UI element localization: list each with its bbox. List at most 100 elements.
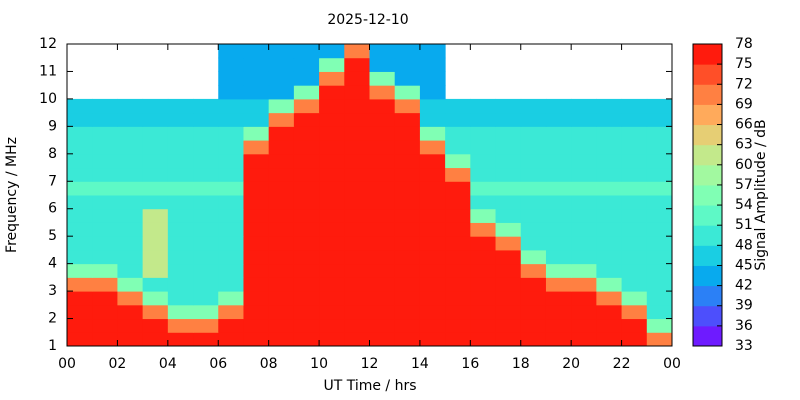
heatmap-cell — [142, 291, 169, 306]
heatmap-cell — [445, 167, 471, 182]
heatmap-cell — [596, 277, 623, 292]
heatmap-cell — [319, 222, 345, 237]
heatmap-cell — [545, 277, 572, 292]
heatmap-cell — [319, 318, 345, 333]
heatmap-cell — [495, 208, 522, 223]
heatmap-cell — [293, 332, 320, 347]
heatmap-cell — [218, 44, 244, 59]
x-tick-label: 16 — [461, 356, 479, 372]
heatmap-cell — [369, 167, 396, 182]
heatmap-cell — [142, 277, 169, 292]
heatmap-cell — [193, 98, 219, 114]
heatmap-cell — [193, 332, 219, 347]
heatmap-cell — [92, 277, 118, 292]
heatmap-cell — [621, 236, 648, 251]
heatmap-cell — [193, 236, 219, 251]
heatmap-cell — [218, 249, 244, 265]
heatmap-cell — [419, 57, 446, 72]
heatmap-cell — [520, 153, 547, 169]
heatmap-cell — [571, 112, 597, 127]
heatmap-cell — [193, 167, 219, 182]
heatmap-cell — [268, 236, 295, 251]
heatmap-cell — [268, 57, 295, 72]
heatmap-cell — [394, 167, 421, 182]
heatmap-cell — [621, 249, 648, 265]
heatmap-cell — [142, 332, 169, 347]
heatmap-cell — [445, 236, 471, 251]
heatmap-cell — [293, 57, 320, 72]
heatmap-cell — [596, 195, 623, 210]
heatmap-cell — [293, 71, 320, 86]
heatmap-cell — [218, 85, 244, 100]
heatmap-cell — [571, 291, 597, 306]
heatmap-cell — [67, 236, 93, 251]
heatmap-cell — [218, 140, 244, 155]
heatmap-cell — [495, 140, 522, 155]
heatmap-cell — [470, 222, 497, 237]
heatmap-cell — [92, 140, 118, 155]
heatmap-cell — [445, 195, 471, 210]
heatmap-cell — [419, 304, 446, 320]
heatmap-cell — [470, 249, 497, 265]
heatmap-cell — [344, 318, 370, 333]
heatmap-cell — [369, 249, 396, 265]
heatmap-cell — [218, 98, 244, 114]
heatmap-cell — [319, 236, 345, 251]
heatmap-cell — [319, 98, 345, 114]
heatmap-cell — [243, 140, 270, 155]
heatmap-cell — [117, 332, 144, 347]
heatmap-cell — [545, 304, 572, 320]
heatmap-cell — [621, 167, 648, 182]
heatmap-cell — [596, 332, 623, 347]
heatmap-cell — [167, 277, 194, 292]
colorbar-swatch — [693, 285, 722, 307]
x-tick-label: 12 — [361, 356, 379, 372]
heatmap-cell — [646, 195, 673, 210]
x-tick-label: 18 — [512, 356, 530, 372]
heatmap-cell — [545, 126, 572, 141]
heatmap-cell — [419, 98, 446, 114]
heatmap-cell — [67, 277, 93, 292]
heatmap-cell — [520, 98, 547, 114]
heatmap-cell — [621, 291, 648, 306]
heatmap-cell — [167, 208, 194, 223]
heatmap-cell — [419, 126, 446, 141]
heatmap-cell — [596, 236, 623, 251]
heatmap-cell — [193, 291, 219, 306]
heatmap-cell — [167, 195, 194, 210]
heatmap-cell — [167, 126, 194, 141]
heatmap-cell — [92, 167, 118, 182]
heatmap-cell — [319, 44, 345, 59]
heatmap-cell — [495, 112, 522, 127]
y-tick-label: 9 — [48, 118, 57, 134]
heatmap-cell — [470, 181, 497, 196]
heatmap-cell — [470, 140, 497, 155]
heatmap-cell — [92, 112, 118, 127]
heatmap-cell — [596, 263, 623, 278]
heatmap-cell — [293, 85, 320, 100]
heatmap-cell — [319, 277, 345, 292]
heatmap-cell — [92, 291, 118, 306]
heatmap-cell — [520, 167, 547, 182]
heatmap-cell — [419, 236, 446, 251]
heatmap-cell — [419, 153, 446, 169]
heatmap-cell — [67, 208, 93, 223]
heatmap-cell — [571, 277, 597, 292]
heatmap-cell — [193, 153, 219, 169]
heatmap-cell — [495, 98, 522, 114]
heatmap-cell — [495, 222, 522, 237]
heatmap-cell — [319, 57, 345, 72]
heatmap-cell — [67, 181, 93, 196]
heatmap-cell — [344, 181, 370, 196]
heatmap-cell — [394, 263, 421, 278]
heatmap-cell — [520, 208, 547, 223]
heatmap-cell — [344, 222, 370, 237]
colorbar-swatch — [693, 184, 722, 206]
heatmap-cell — [445, 181, 471, 196]
heatmap-cell — [117, 291, 144, 306]
heatmap-cell — [470, 195, 497, 210]
colorbar-swatch — [693, 205, 722, 226]
heatmap-cell — [520, 112, 547, 127]
heatmap-cell — [193, 195, 219, 210]
heatmap-cell — [571, 304, 597, 320]
